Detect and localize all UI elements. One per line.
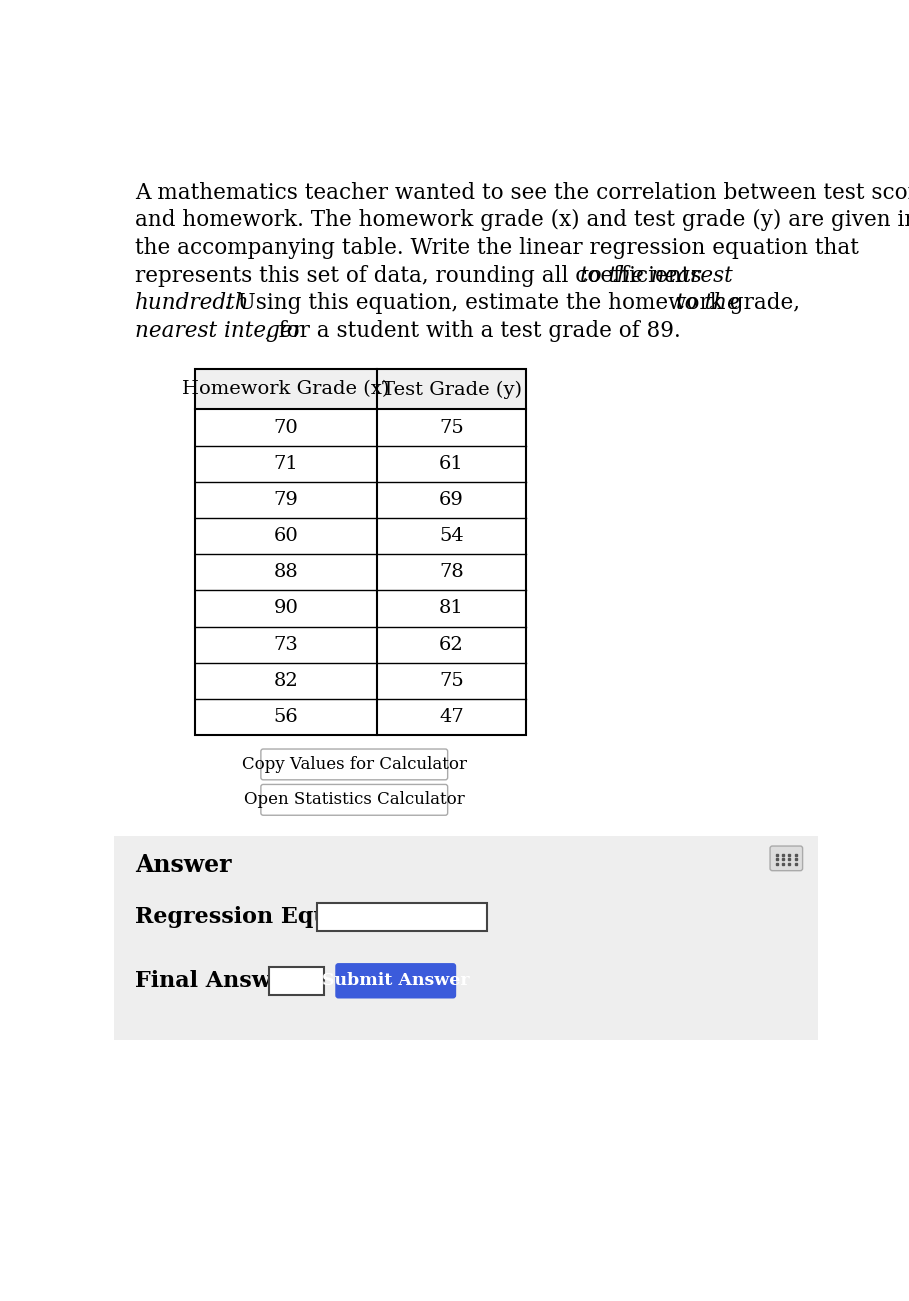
Text: and homework. The homework grade (x) and test grade (y) are given in: and homework. The homework grade (x) and…	[135, 209, 909, 232]
Text: represents this set of data, rounding all coefficients: represents this set of data, rounding al…	[135, 264, 709, 286]
Text: to the: to the	[676, 293, 740, 315]
FancyBboxPatch shape	[770, 846, 803, 870]
Bar	[195, 369, 526, 735]
Bar	[114, 837, 818, 1039]
Text: 61: 61	[439, 455, 464, 472]
Text: to the nearest: to the nearest	[580, 264, 733, 286]
Text: . Using this equation, estimate the homework grade,: . Using this equation, estimate the home…	[225, 293, 807, 315]
Bar	[269, 967, 325, 995]
Text: 75: 75	[439, 419, 464, 437]
FancyBboxPatch shape	[261, 785, 447, 816]
Text: 79: 79	[274, 490, 298, 509]
Text: Test Grade (y): Test Grade (y)	[382, 380, 522, 398]
Text: 81: 81	[439, 600, 464, 618]
Bar	[195, 369, 526, 410]
Text: 73: 73	[274, 636, 298, 653]
Text: Copy Values for Calculator: Copy Values for Calculator	[242, 756, 466, 773]
Text: 82: 82	[274, 671, 298, 690]
Text: Regression Equation:: Regression Equation:	[135, 905, 402, 928]
Text: , for a student with a test grade of 89.: , for a student with a test grade of 89.	[265, 320, 681, 342]
Text: 54: 54	[439, 527, 464, 545]
FancyBboxPatch shape	[261, 749, 447, 779]
Text: 70: 70	[274, 419, 298, 437]
Text: 78: 78	[439, 563, 464, 582]
Bar	[316, 903, 487, 930]
Text: A mathematics teacher wanted to see the correlation between test scores: A mathematics teacher wanted to see the …	[135, 182, 909, 203]
Text: 62: 62	[439, 636, 464, 653]
Text: Open Statistics Calculator: Open Statistics Calculator	[244, 791, 464, 808]
Text: 90: 90	[274, 600, 298, 618]
Text: 60: 60	[274, 527, 298, 545]
Text: 56: 56	[274, 708, 298, 726]
Text: 88: 88	[274, 563, 298, 582]
Text: 75: 75	[439, 671, 464, 690]
FancyBboxPatch shape	[335, 963, 456, 998]
Text: 71: 71	[274, 455, 298, 472]
Text: Submit Answer: Submit Answer	[322, 972, 470, 989]
Text: 69: 69	[439, 490, 464, 509]
Text: nearest integer: nearest integer	[135, 320, 304, 342]
Text: Homework Grade (x): Homework Grade (x)	[183, 380, 390, 398]
Text: hundredth: hundredth	[135, 293, 250, 315]
Text: Final Answer:: Final Answer:	[135, 969, 305, 991]
Text: the accompanying table. Write the linear regression equation that: the accompanying table. Write the linear…	[135, 237, 859, 259]
Text: Answer: Answer	[135, 853, 232, 877]
Bar	[195, 410, 526, 735]
Text: 47: 47	[439, 708, 464, 726]
